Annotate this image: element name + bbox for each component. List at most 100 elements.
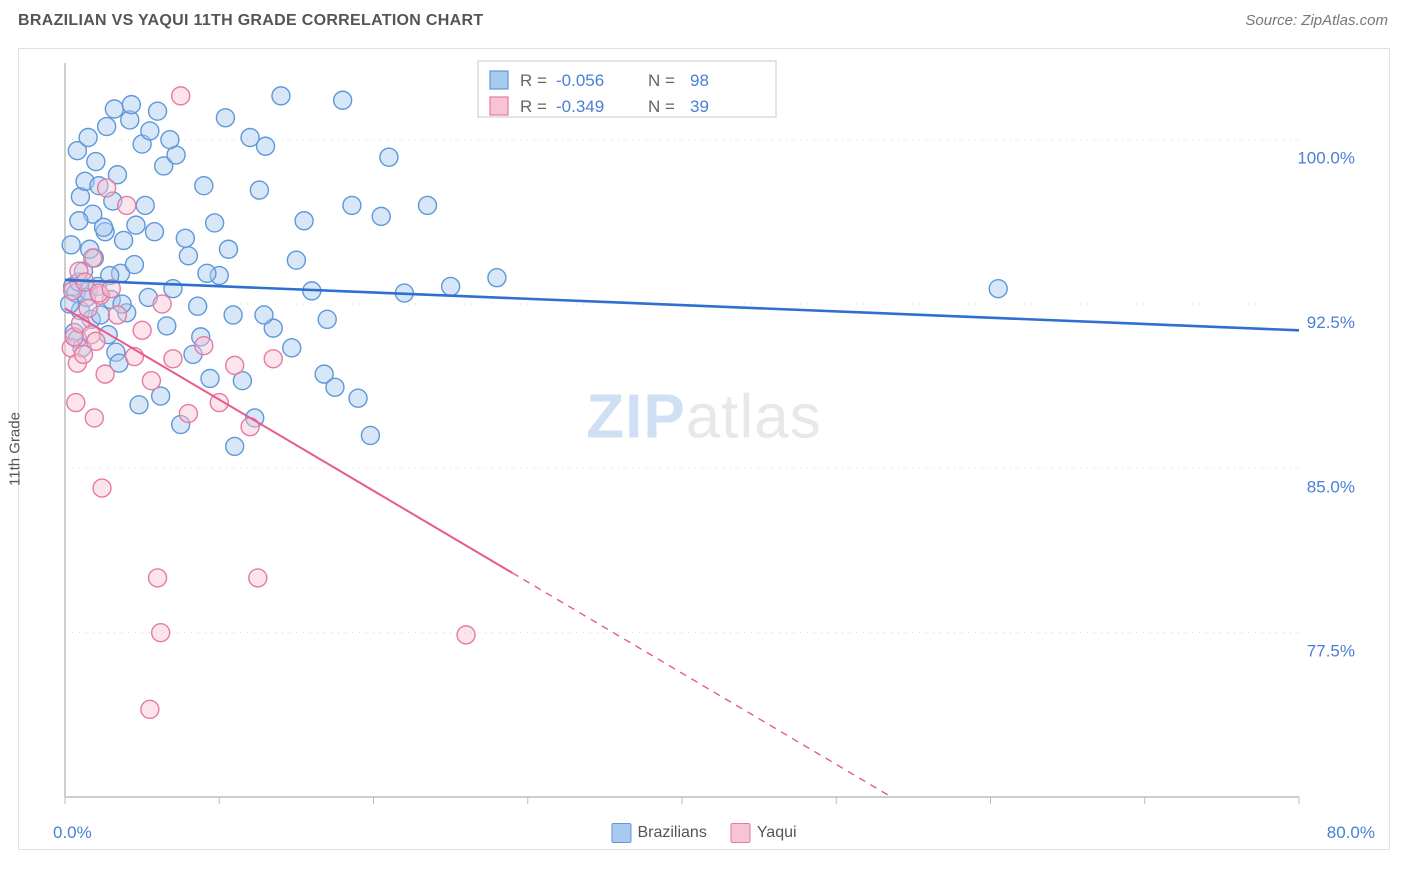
data-point (105, 100, 123, 118)
data-point (172, 87, 190, 105)
legend-swatch (611, 823, 631, 843)
data-point (176, 229, 194, 247)
data-point (158, 317, 176, 335)
y-tick-label: 100.0% (1297, 149, 1355, 168)
stats-swatch (490, 97, 508, 115)
data-point (98, 179, 116, 197)
data-point (179, 405, 197, 423)
data-point (457, 626, 475, 644)
data-point (334, 91, 352, 109)
data-point (141, 122, 159, 140)
data-point (93, 479, 111, 497)
data-point (257, 137, 275, 155)
stats-r-label: R = (520, 97, 547, 116)
data-point (127, 216, 145, 234)
chart-container: 11th Grade ZIPatlas 100.0%92.5%85.0%77.5… (18, 48, 1390, 850)
data-point (283, 339, 301, 357)
x-axis-max-label: 80.0% (1327, 823, 1375, 843)
trend-line (65, 280, 1299, 330)
data-point (87, 332, 105, 350)
data-point (220, 240, 238, 258)
data-point (189, 297, 207, 315)
data-point (161, 131, 179, 149)
data-point (295, 212, 313, 230)
y-tick-label: 77.5% (1307, 642, 1355, 661)
data-point (122, 96, 140, 114)
data-point (152, 624, 170, 642)
data-point (361, 426, 379, 444)
data-point (133, 321, 151, 339)
data-point (250, 181, 268, 199)
data-point (85, 409, 103, 427)
data-point (255, 306, 273, 324)
data-point (153, 295, 171, 313)
data-point (224, 306, 242, 324)
data-point (418, 196, 436, 214)
legend-swatch (731, 823, 751, 843)
data-point (198, 264, 216, 282)
data-point (136, 196, 154, 214)
stats-r-label: R = (520, 71, 547, 90)
data-point (125, 256, 143, 274)
y-tick-label: 92.5% (1307, 313, 1355, 332)
data-point (989, 280, 1007, 298)
source-name: ZipAtlas.com (1301, 12, 1388, 29)
data-point (372, 207, 390, 225)
x-axis-min-label: 0.0% (53, 823, 92, 843)
data-point (488, 269, 506, 287)
data-point (142, 372, 160, 390)
data-point (67, 394, 85, 412)
legend-entry: Brazilians (611, 823, 706, 843)
data-point (62, 236, 80, 254)
scatter-chart: 100.0% 92.5% 85.0% 77.5% R = -0.056 N = 98 R = -0… (51, 49, 1389, 849)
source-prefix: Source: (1245, 12, 1301, 29)
data-point (272, 87, 290, 105)
data-point (201, 370, 219, 388)
data-point (343, 196, 361, 214)
stats-r-value: -0.349 (556, 97, 604, 116)
data-point (179, 247, 197, 265)
data-point (130, 396, 148, 414)
stats-n-value: 98 (690, 71, 709, 90)
data-point (115, 231, 133, 249)
y-tick-label: 85.0% (1307, 477, 1355, 496)
stats-n-value: 39 (690, 97, 709, 116)
data-point (118, 196, 136, 214)
data-point (149, 102, 167, 120)
data-point (349, 389, 367, 407)
data-point (318, 310, 336, 328)
data-point (226, 437, 244, 455)
data-point (70, 212, 88, 230)
stats-n-label: N = (648, 97, 675, 116)
data-point (98, 118, 116, 136)
data-point (87, 153, 105, 171)
data-point (149, 569, 167, 587)
y-axis-label: 11th Grade (7, 412, 24, 486)
data-point (108, 306, 126, 324)
data-point (326, 378, 344, 396)
data-point (206, 214, 224, 232)
legend-label: Yaqui (757, 824, 797, 842)
data-point (226, 356, 244, 374)
data-point (164, 350, 182, 368)
bottom-legend: Brazilians Yaqui (611, 823, 796, 843)
data-point (96, 365, 114, 383)
data-point (145, 223, 163, 241)
data-point (249, 569, 267, 587)
data-point (287, 251, 305, 269)
chart-title: BRAZILIAN VS YAQUI 11TH GRADE CORRELATIO… (18, 12, 483, 29)
data-point (95, 218, 113, 236)
data-point (380, 148, 398, 166)
legend-label: Brazilians (637, 824, 706, 842)
data-point (264, 350, 282, 368)
data-point (79, 128, 97, 146)
data-point (195, 337, 213, 355)
stats-swatch (490, 71, 508, 89)
data-point (141, 700, 159, 718)
source-label: Source: ZipAtlas.com (1245, 12, 1388, 29)
stats-n-label: N = (648, 71, 675, 90)
data-point (195, 177, 213, 195)
data-point (84, 249, 102, 267)
stats-r-value: -0.056 (556, 71, 604, 90)
data-point (442, 277, 460, 295)
